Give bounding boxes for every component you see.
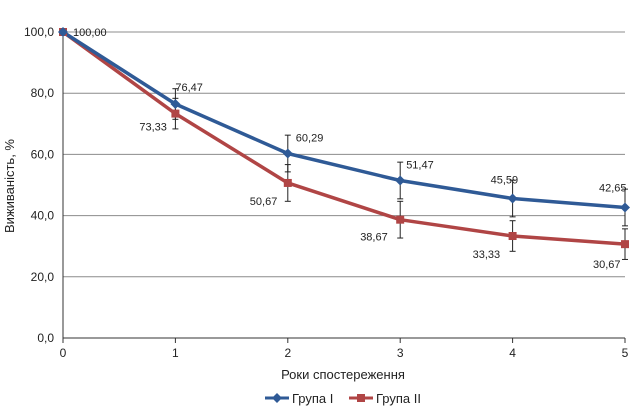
x-tick-label: 3 (397, 346, 404, 360)
legend-label-group2: Група ІІ (376, 391, 421, 406)
data-label-group2: 73,33 (139, 122, 167, 134)
axes (62, 28, 626, 343)
point-marker-group1 (282, 148, 293, 159)
x-tick-label: 4 (509, 346, 516, 360)
legend-marker-group2 (357, 394, 365, 402)
data-label-group2: 33,33 (473, 249, 501, 261)
data-label-group1: 60,29 (296, 133, 324, 145)
y-tick-label: 60,0 (31, 147, 55, 161)
error-bars (172, 88, 628, 260)
point-marker-group2 (621, 240, 629, 249)
point-marker-group1 (58, 27, 68, 37)
point-marker-group1 (170, 99, 181, 110)
point-marker-group1 (395, 175, 406, 186)
data-labels: 100,00 76,47 60,29 51,47 45,59 42,65 73,33 50,6… (73, 27, 627, 271)
point-marker-group2 (508, 232, 517, 241)
series-lines (61, 30, 626, 246)
data-label-group2: 38,67 (360, 232, 388, 244)
y-tick-label: 20,0 (31, 270, 55, 284)
grid-lines (63, 31, 625, 278)
legend-marker-group1 (272, 393, 282, 403)
y-tick-label: 100,0 (24, 25, 54, 39)
series-line-group2 (61, 30, 626, 246)
x-tick-label: 2 (284, 346, 291, 360)
data-label-group2: 50,67 (250, 196, 278, 208)
x-tick-label: 0 (60, 346, 67, 360)
data-label-group2: 30,67 (593, 259, 621, 271)
legend: Група І Група ІІ (265, 391, 421, 406)
data-label-group1: 45,59 (491, 174, 519, 186)
legend-label-group1: Група І (292, 391, 333, 406)
x-axis-title: Роки спостереження (281, 367, 405, 382)
y-tick-label: 80,0 (31, 86, 55, 100)
point-marker-group1 (507, 193, 518, 204)
point-marker-group2 (171, 109, 180, 118)
y-tick-labels: 0,0 20,0 40,0 60,0 80,0 100,0 (24, 25, 54, 345)
data-label-group1: 76,47 (175, 82, 203, 94)
data-label-group1: 100,00 (73, 27, 107, 39)
x-tick-label: 1 (172, 346, 179, 360)
x-tick-label: 5 (622, 346, 629, 360)
data-label-group1: 42,65 (599, 182, 627, 194)
y-axis-title: Виживаність, % (2, 139, 17, 233)
y-tick-label: 0,0 (37, 331, 54, 345)
data-label-group1: 51,47 (406, 160, 434, 172)
point-marker-group1 (620, 202, 630, 213)
series-markers (58, 27, 630, 249)
point-marker-group2 (396, 215, 405, 224)
x-tick-labels: 0 1 2 3 4 5 (60, 346, 629, 360)
series-line-group1 (62, 30, 626, 210)
y-tick-label: 40,0 (31, 209, 55, 223)
point-marker-group2 (283, 178, 292, 187)
